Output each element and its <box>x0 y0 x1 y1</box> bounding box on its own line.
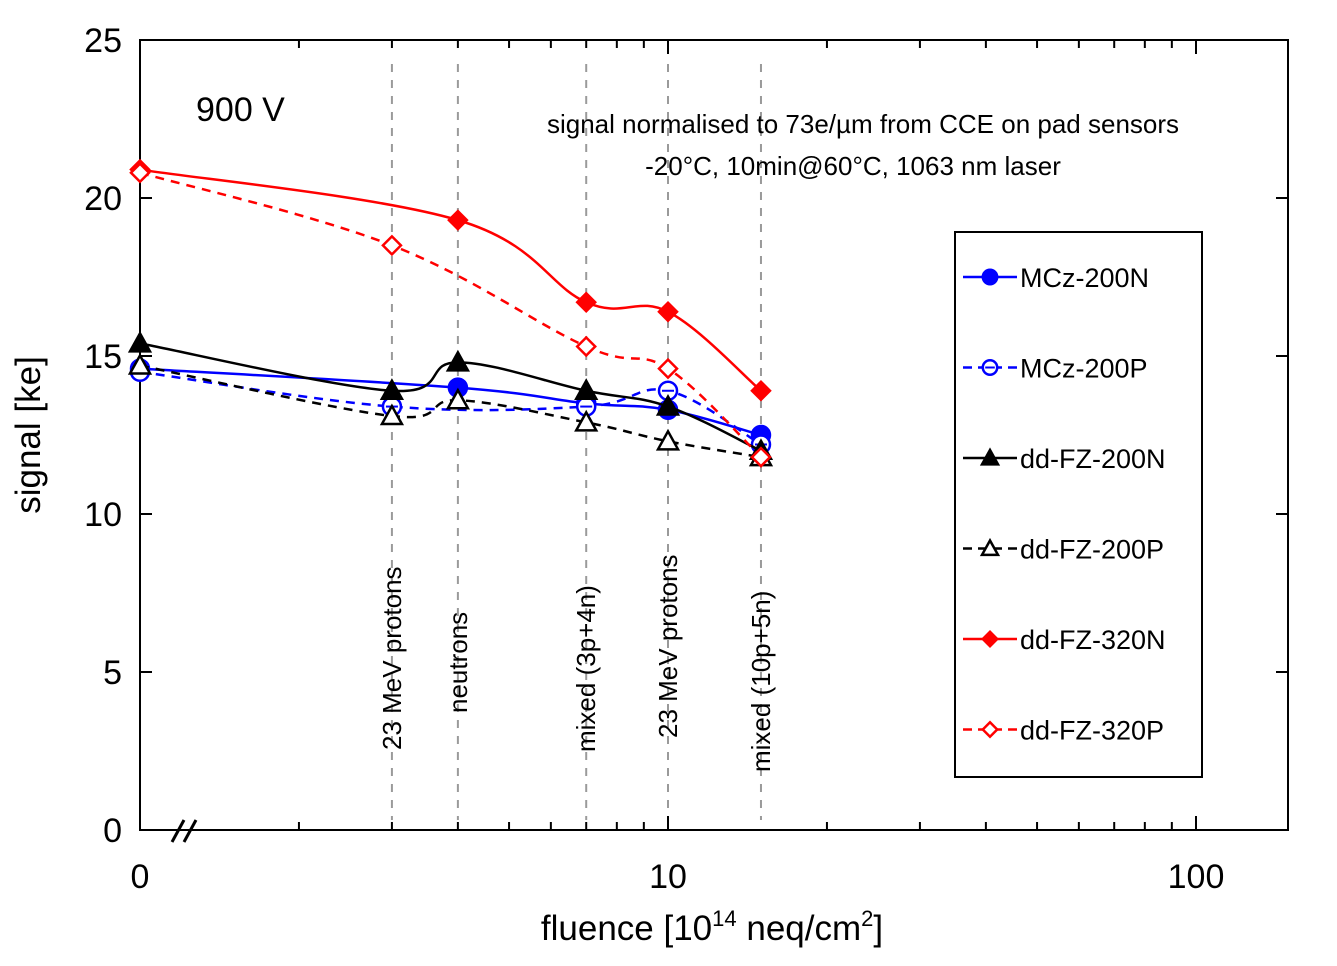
data-point <box>750 379 772 402</box>
plot-area <box>139 39 1289 831</box>
series-group <box>127 158 774 468</box>
y-tick-label: 5 <box>103 654 122 692</box>
data-point <box>127 352 153 375</box>
series-dd-FZ-200P <box>127 352 774 467</box>
x-tick-label: 0 <box>131 858 150 896</box>
irradiation-label: neutrons <box>443 612 473 713</box>
irradiation-label: mixed (10p+5n) <box>746 591 776 772</box>
y-tick-label: 25 <box>84 22 122 60</box>
legend <box>954 231 1203 778</box>
legend-label: dd-FZ-320P <box>1020 716 1164 746</box>
x-tick-label: 100 <box>1168 858 1225 896</box>
irradiation-label: mixed (3p+4n) <box>571 585 601 752</box>
data-point <box>575 335 597 358</box>
legend-label: dd-FZ-200N <box>1020 444 1166 474</box>
legend-label: MCz-200P <box>1020 354 1148 384</box>
data-point <box>575 291 597 314</box>
legend-item: MCz-200P <box>963 354 1148 384</box>
legend-label: dd-FZ-200P <box>1020 535 1164 565</box>
data-point <box>129 161 151 184</box>
series-dd-FZ-320P <box>129 161 772 468</box>
data-point <box>379 403 405 426</box>
y-tick-label: 20 <box>84 180 122 218</box>
data-point <box>655 428 681 451</box>
data-point <box>445 387 471 410</box>
y-axis: 0 5 10 15 20 25 <box>84 22 1288 850</box>
y-tick-label: 15 <box>84 338 122 376</box>
legend-item: dd-FZ-200N <box>963 444 1166 474</box>
series-line <box>139 168 762 392</box>
x-tick-label: 10 <box>649 858 687 896</box>
data-point <box>127 330 153 353</box>
y-tick-label: 10 <box>84 496 122 534</box>
legend-label: MCz-200N <box>1020 263 1149 293</box>
legend-label: dd-FZ-320N <box>1020 625 1166 655</box>
legend-item: dd-FZ-320P <box>963 716 1164 746</box>
x-axis-title: fluence [1014 neq/cm2] <box>541 906 883 948</box>
legend-item: MCz-200N <box>963 263 1149 293</box>
series-line <box>139 364 762 459</box>
y-tick-label: 0 <box>103 812 122 850</box>
x-axis: 0 10 100 <box>131 40 1225 896</box>
data-point <box>655 393 681 416</box>
series-line <box>139 370 762 446</box>
series-line <box>139 171 762 459</box>
y-axis-title: signal [ke] <box>9 356 48 514</box>
legend-item: dd-FZ-200P <box>963 535 1164 565</box>
voltage-label: 900 V <box>196 91 285 129</box>
data-point <box>574 378 599 401</box>
data-point <box>657 300 679 323</box>
irradiation-label: 23 MeV protons <box>653 554 683 738</box>
data-point <box>657 357 679 380</box>
annotation-line-2: -20°C, 10min@60°C, 1063 nm laser <box>645 151 1061 181</box>
data-point <box>750 446 772 468</box>
irradiation-lines: 23 MeV protons neutrons mixed (3p+4n) 23 Me… <box>377 64 776 820</box>
axis-break-mark <box>170 819 198 843</box>
legend-item: dd-FZ-320N <box>963 625 1166 655</box>
data-point <box>379 378 405 401</box>
legend-entries: MCz-200N MCz-200P dd-FZ-200N dd-FZ-200P dd-F… <box>963 263 1166 746</box>
irradiation-label: 23 MeV protons <box>377 566 407 750</box>
series-dd-FZ-200N <box>127 330 774 461</box>
data-point <box>381 234 403 257</box>
data-point <box>445 349 471 372</box>
data-point <box>447 209 469 231</box>
data-point <box>574 409 599 432</box>
annotation-line-1: signal normalised to 73e/µm from CCE on … <box>547 109 1179 139</box>
